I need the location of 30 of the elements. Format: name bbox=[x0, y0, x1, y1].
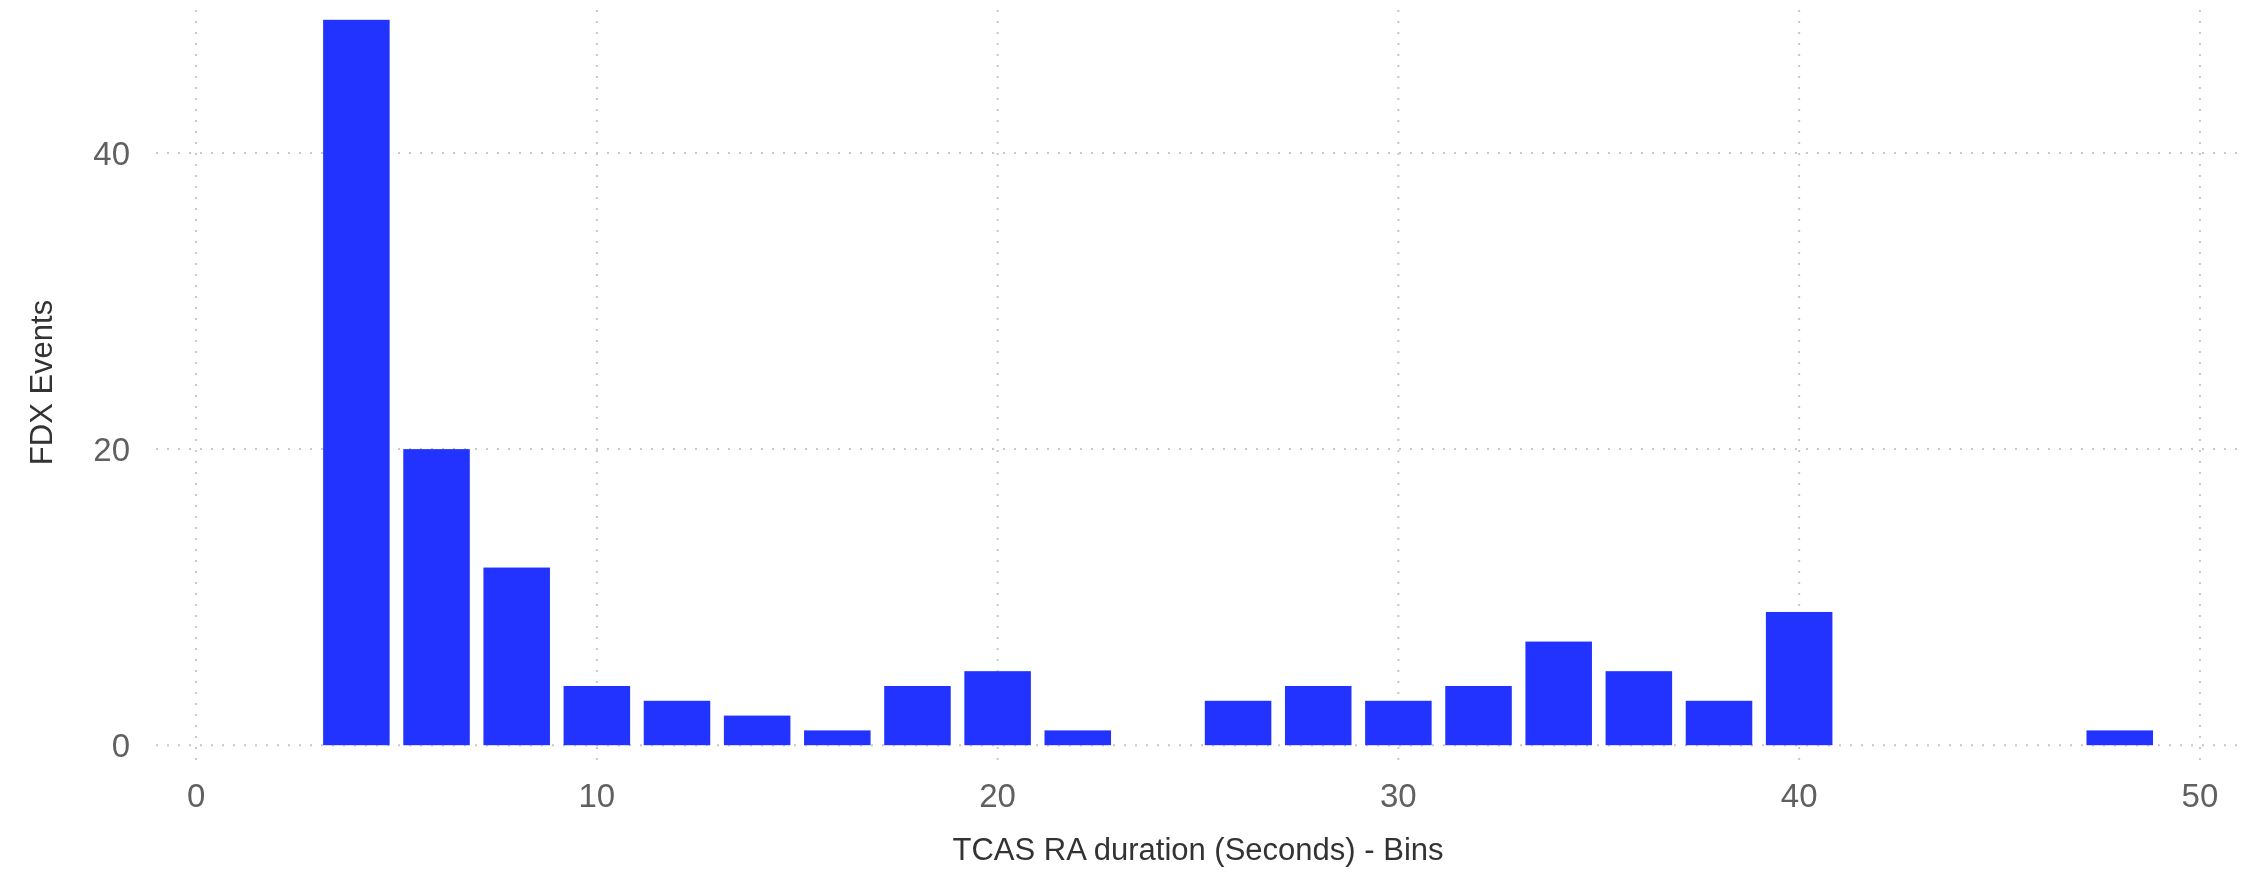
x-tick-label: 10 bbox=[578, 777, 616, 814]
bar bbox=[1044, 730, 1112, 746]
bar bbox=[563, 685, 631, 746]
bar bbox=[804, 730, 871, 746]
x-tick-label: 20 bbox=[979, 777, 1016, 814]
x-tick-label: 40 bbox=[1780, 777, 1818, 814]
bar bbox=[1525, 641, 1592, 746]
x-axis-title: TCAS RA duration (Seconds) - Bins bbox=[952, 832, 1444, 867]
y-tick-label: 40 bbox=[93, 134, 130, 172]
bar bbox=[884, 685, 951, 746]
bar bbox=[1765, 611, 1833, 746]
y-tick-label: 20 bbox=[93, 430, 130, 468]
bar bbox=[1365, 700, 1432, 746]
x-tick-label: 30 bbox=[1380, 777, 1417, 814]
x-tick-label: 50 bbox=[2181, 777, 2219, 814]
y-tick-label: 0 bbox=[111, 726, 130, 764]
y-axis-title: FDX Events bbox=[24, 299, 59, 466]
bar bbox=[1284, 685, 1352, 746]
bar bbox=[964, 671, 1031, 746]
x-tick-label: 0 bbox=[186, 777, 206, 814]
bar bbox=[1685, 700, 1753, 746]
bar bbox=[403, 449, 470, 746]
bar bbox=[1204, 700, 1272, 746]
bar bbox=[643, 700, 711, 746]
bar bbox=[323, 19, 390, 746]
bar bbox=[1605, 671, 1673, 746]
bar bbox=[1445, 685, 1512, 746]
bar bbox=[483, 567, 550, 746]
bar bbox=[723, 715, 791, 746]
bar bbox=[2086, 730, 2154, 746]
